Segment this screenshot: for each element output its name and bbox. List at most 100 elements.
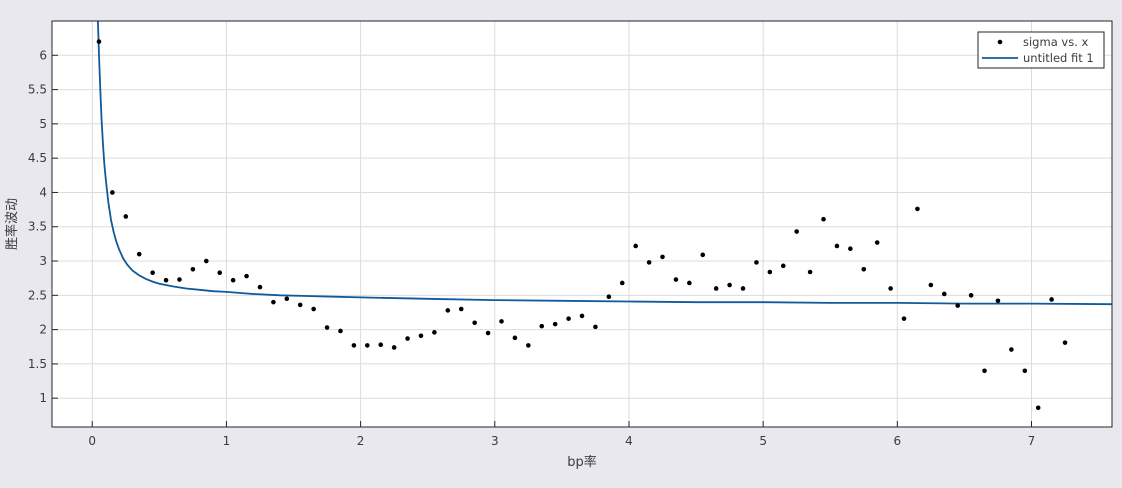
data-point <box>311 306 316 312</box>
data-point <box>230 277 236 283</box>
y-tick-label: 2.5 <box>28 288 47 302</box>
data-point <box>633 243 638 249</box>
data-point <box>834 243 840 249</box>
data-point <box>190 266 196 272</box>
data-point <box>794 229 799 234</box>
data-point <box>807 269 813 275</box>
data-point <box>1035 405 1041 411</box>
data-point <box>727 282 732 288</box>
x-tick-label: 1 <box>223 434 231 448</box>
grid <box>52 21 1112 427</box>
series-layer <box>96 21 1112 411</box>
data-point <box>136 251 142 257</box>
data-point <box>593 324 598 330</box>
data-point <box>740 286 746 291</box>
x-tick-label: 4 <box>625 434 633 448</box>
data-point <box>687 280 692 286</box>
data-point <box>378 342 384 348</box>
data-point <box>646 260 652 265</box>
ticks: 0 1 2 3 4 5 6 7 1 1.5 2 2.5 3 3.5 4 4.5 5 5.5 6 <box>28 48 1035 448</box>
data-point <box>204 258 209 264</box>
data-point <box>1049 297 1054 302</box>
data-point <box>982 368 987 374</box>
data-point <box>472 320 477 326</box>
plot-area <box>52 21 1112 427</box>
data-point <box>512 335 518 341</box>
data-point <box>418 333 424 339</box>
data-point <box>217 270 223 275</box>
y-tick-label: 1.5 <box>28 357 47 371</box>
data-point <box>150 270 155 275</box>
data-point <box>660 254 665 260</box>
data-point <box>606 294 612 299</box>
legend-box <box>977 31 1105 69</box>
data-point <box>861 266 867 272</box>
data-point <box>244 273 249 279</box>
y-tick-label: 4.5 <box>28 151 47 165</box>
legend-label: untitled fit 1 <box>1023 51 1094 65</box>
data-point <box>271 299 276 305</box>
x-tick-label: 7 <box>1028 434 1036 448</box>
data-point <box>110 190 115 195</box>
data-point <box>713 286 719 291</box>
data-point <box>405 336 410 341</box>
x-tick-label: 2 <box>357 434 365 448</box>
data-point <box>338 328 343 334</box>
data-point <box>566 316 571 321</box>
data-point <box>579 313 585 319</box>
data-point <box>754 260 759 265</box>
y-tick-label: 4 <box>39 185 47 199</box>
y-tick-label: 2 <box>39 323 47 337</box>
data-point <box>968 293 974 298</box>
data-point <box>901 316 907 321</box>
x-tick-label: 0 <box>88 434 96 448</box>
data-point <box>485 330 491 336</box>
data-point <box>767 269 773 275</box>
data-point <box>351 343 357 348</box>
x-tick-label: 6 <box>893 434 901 448</box>
y-tick-label: 6 <box>39 48 47 62</box>
y-tick-label: 3.5 <box>28 220 47 234</box>
data-point <box>619 280 625 286</box>
y-tick-label: 5.5 <box>28 83 47 97</box>
data-point <box>177 277 182 282</box>
y-axis-label: 胜率波动 <box>4 198 20 250</box>
data-point <box>995 298 1001 304</box>
data-point <box>821 216 826 222</box>
data-point <box>96 39 102 44</box>
data-point <box>284 296 290 302</box>
data-point <box>915 206 920 212</box>
data-point <box>365 343 370 348</box>
data-point <box>700 252 706 258</box>
plot-frame <box>51 20 1113 428</box>
data-point <box>888 286 893 291</box>
data-point <box>1062 340 1068 345</box>
data-point <box>941 291 947 297</box>
data-point <box>928 282 934 288</box>
data-point <box>848 246 853 251</box>
data-point <box>1022 368 1028 374</box>
data-point <box>780 263 786 269</box>
data-point <box>297 302 303 308</box>
legend-marker-points <box>997 39 1003 45</box>
x-tick-label: 5 <box>759 434 767 448</box>
data-point <box>445 308 451 313</box>
data-point <box>458 306 464 312</box>
data-point <box>552 321 558 327</box>
legend-label: sigma vs. x <box>1023 35 1088 49</box>
data-point <box>526 343 531 348</box>
x-tick-label: 3 <box>491 434 499 448</box>
y-tick-label: 1 <box>39 391 47 405</box>
y-tick-label: 3 <box>39 254 47 268</box>
fit-line <box>97 21 1112 306</box>
data-point <box>391 345 397 350</box>
data-point <box>123 214 129 219</box>
x-axis-label: bp率 <box>567 454 597 470</box>
data-point <box>163 277 169 283</box>
legend[interactable]: sigma vs. x untitled fit 1 <box>977 31 1105 69</box>
data-point <box>1009 347 1014 352</box>
data-point <box>673 277 679 282</box>
data-point <box>955 303 960 308</box>
data-point <box>257 284 263 290</box>
